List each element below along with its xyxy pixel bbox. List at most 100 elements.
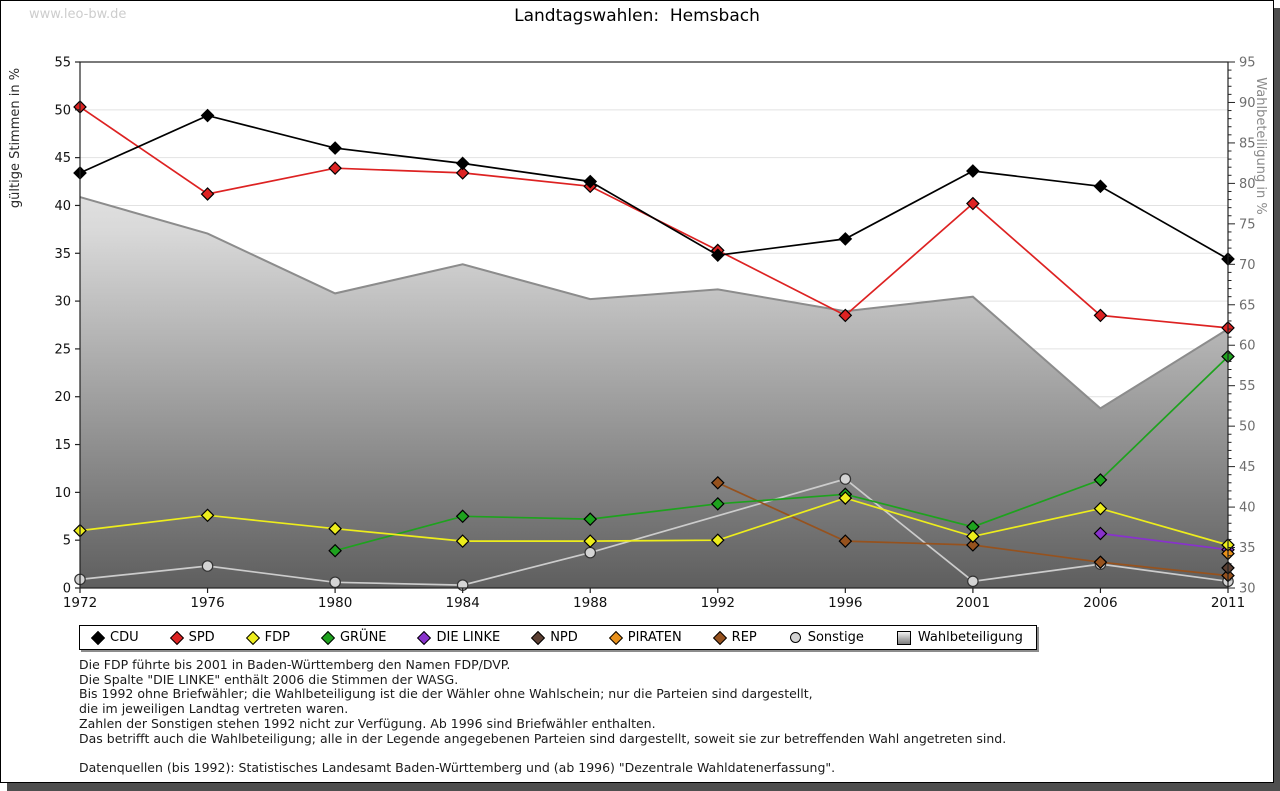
data-point bbox=[710, 496, 725, 511]
square-marker-icon bbox=[896, 630, 911, 645]
right-tick-label: 60 bbox=[1239, 339, 1256, 354]
data-point bbox=[200, 108, 215, 123]
diamond-marker-icon bbox=[417, 630, 432, 645]
data-point bbox=[710, 248, 725, 263]
footnote-line: Zahlen der Sonstigen stehen 1992 nicht z… bbox=[79, 715, 656, 731]
left-tick-label: 10 bbox=[54, 486, 71, 501]
data-point bbox=[838, 534, 853, 548]
data-point bbox=[710, 475, 725, 490]
data-point bbox=[201, 560, 214, 572]
data-point bbox=[839, 473, 852, 485]
chart-title: Landtagswahlen: Hemsbach bbox=[514, 6, 760, 26]
footnote-line: die im jeweiligen Landtag vertreten ware… bbox=[79, 701, 349, 717]
legend-item: NPD bbox=[531, 630, 578, 645]
right-tick-label: 90 bbox=[1239, 96, 1256, 111]
legend-label: SPD bbox=[188, 630, 215, 645]
diamond-marker-icon bbox=[712, 630, 727, 645]
footnote-line: Bis 1992 ohne Briefwähler; die Wahlbetei… bbox=[79, 686, 813, 702]
data-point bbox=[838, 491, 853, 505]
legend-label: GRÜNE bbox=[339, 630, 387, 645]
right-tick-label: 50 bbox=[1239, 420, 1256, 435]
left-tick-label: 50 bbox=[54, 103, 71, 118]
data-point bbox=[967, 575, 979, 588]
legend-item: SPD bbox=[169, 630, 215, 645]
year-label: 2001 bbox=[956, 595, 990, 611]
data-point bbox=[455, 166, 470, 180]
legend-item: Wahlbeteiligung bbox=[896, 630, 1023, 645]
legend-label: REP bbox=[731, 630, 757, 645]
year-label: 1976 bbox=[190, 595, 224, 611]
right-tick-label: 65 bbox=[1239, 298, 1256, 313]
turnout-area bbox=[80, 197, 1228, 588]
data-point bbox=[455, 509, 470, 524]
right-tick-label: 55 bbox=[1239, 379, 1256, 394]
data-point bbox=[328, 543, 342, 558]
right-tick-label: 85 bbox=[1239, 136, 1256, 151]
left-tick-label: 30 bbox=[54, 295, 71, 310]
left-tick-label: 5 bbox=[63, 534, 71, 549]
series-line bbox=[1100, 532, 1229, 551]
legend-item: REP bbox=[712, 630, 757, 645]
diamond-marker-icon bbox=[608, 630, 623, 645]
year-label: 1980 bbox=[318, 595, 352, 611]
year-label: 2006 bbox=[1083, 595, 1117, 611]
left-tick-label: 35 bbox=[54, 247, 71, 262]
data-point bbox=[329, 576, 341, 589]
legend-item: Sonstige bbox=[789, 630, 864, 645]
legend-label: PIRATEN bbox=[627, 630, 682, 645]
left-tick-label: 55 bbox=[54, 56, 71, 71]
legend-label: Sonstige bbox=[807, 630, 864, 645]
data-point bbox=[966, 529, 980, 544]
legend-item: DIE LINKE bbox=[417, 630, 501, 645]
data-point bbox=[328, 161, 342, 176]
legend-label: DIE LINKE bbox=[436, 630, 501, 645]
diamond-marker-icon bbox=[320, 630, 336, 645]
series-line bbox=[334, 355, 1229, 552]
year-label: 1996 bbox=[828, 595, 862, 611]
footnotes: Die FDP führte bis 2001 in Baden-Württem… bbox=[79, 657, 1006, 776]
data-point bbox=[1093, 555, 1108, 570]
series-line bbox=[79, 114, 1229, 260]
footnote-line: Datenquellen (bis 1992): Statistisches L… bbox=[79, 759, 836, 775]
left-tick-label: 25 bbox=[54, 342, 71, 357]
data-point bbox=[455, 156, 470, 171]
watermark: www.leo-bw.de bbox=[29, 7, 127, 22]
data-point bbox=[328, 521, 342, 536]
data-point bbox=[966, 196, 980, 211]
series-line bbox=[79, 497, 1229, 546]
legend-item: CDU bbox=[90, 630, 139, 645]
data-point bbox=[583, 174, 598, 189]
year-label: 1992 bbox=[701, 595, 735, 611]
right-tick-label: 80 bbox=[1239, 177, 1256, 192]
plot-frame bbox=[79, 61, 1229, 589]
legend-item: GRÜNE bbox=[320, 630, 387, 645]
year-label: 1988 bbox=[573, 595, 607, 611]
year-label: 1984 bbox=[445, 595, 479, 611]
right-tick-label: 75 bbox=[1239, 217, 1256, 232]
legend-label: Wahlbeteiligung bbox=[917, 630, 1023, 645]
data-point bbox=[328, 141, 342, 155]
data-point bbox=[1093, 473, 1108, 487]
data-point bbox=[966, 164, 980, 178]
left-tick-label: 20 bbox=[54, 390, 71, 405]
footnote-line: Die Spalte "DIE LINKE" enthält 2006 die … bbox=[79, 671, 459, 687]
legend-label: FDP bbox=[264, 630, 290, 645]
circle-marker-icon bbox=[789, 632, 801, 643]
turnout-boundary-line bbox=[79, 196, 1229, 410]
legend: CDU SPD FDP GRÜNE DIE LINKE NPD PIRATEN REP Sons… bbox=[79, 625, 1037, 650]
data-point bbox=[583, 512, 598, 526]
data-point bbox=[455, 534, 470, 548]
right-tick-label: 40 bbox=[1239, 501, 1256, 516]
data-point bbox=[584, 546, 597, 559]
left-tick-label: 40 bbox=[54, 199, 71, 214]
data-point bbox=[838, 232, 853, 246]
left-tick-label: 0 bbox=[63, 582, 71, 597]
left-tick-label: 45 bbox=[54, 151, 71, 166]
diamond-marker-icon bbox=[245, 630, 260, 645]
right-axis-title: Wahlbeteiligung in % bbox=[1253, 77, 1268, 214]
footnote-line bbox=[79, 746, 1006, 761]
data-point bbox=[710, 533, 725, 548]
left-axis-title: gültige Stimmen in % bbox=[8, 68, 23, 208]
right-tick-label: 35 bbox=[1239, 541, 1256, 556]
